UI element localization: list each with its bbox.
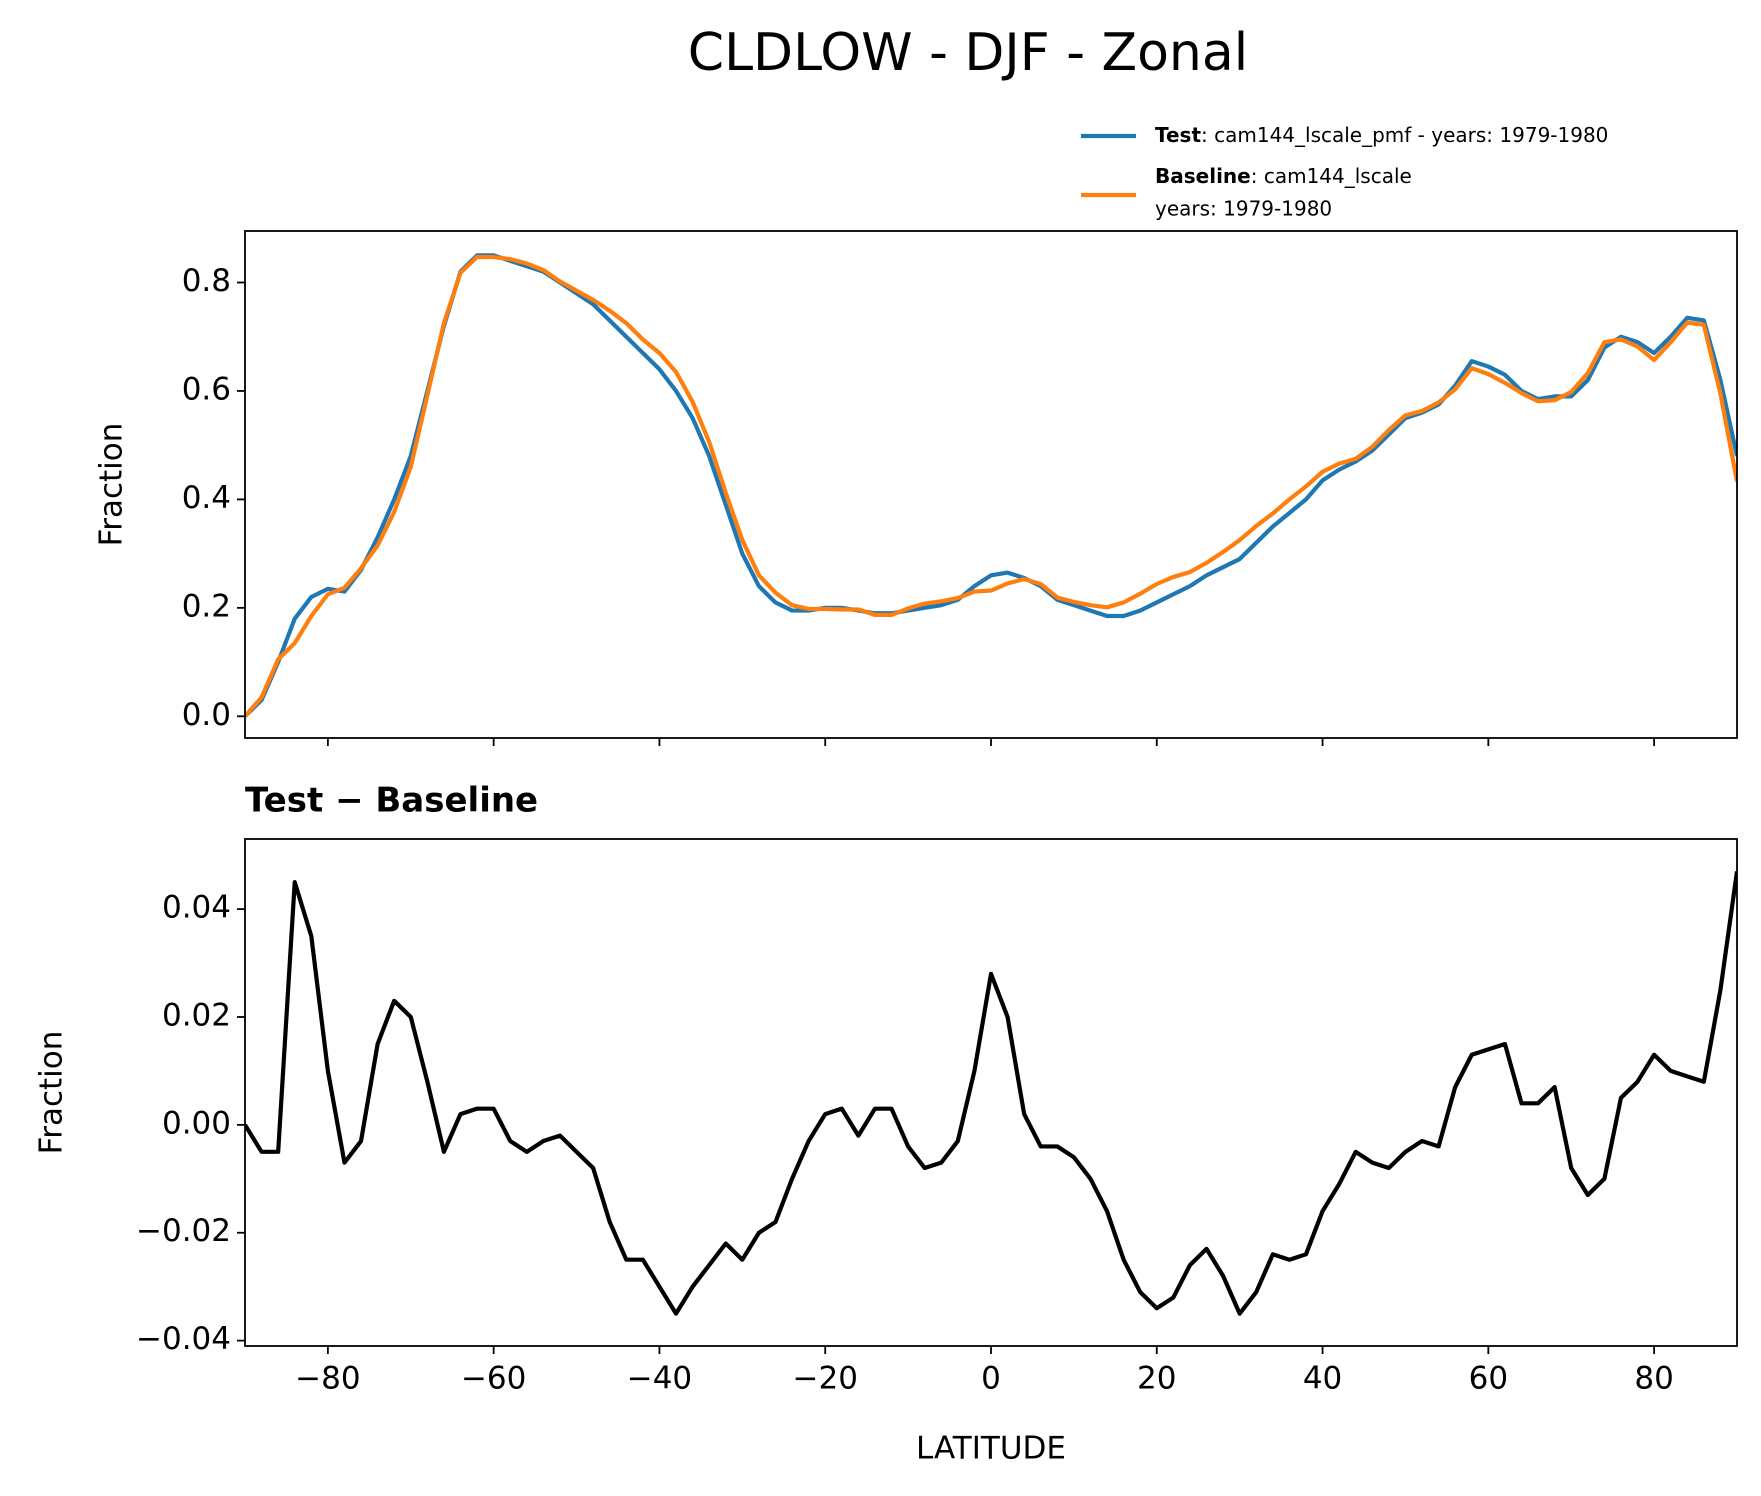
legend-label-line2: years: 1979-1980	[1155, 197, 1332, 221]
y-tick-label: −0.04	[136, 1321, 231, 1357]
x-tick-label: −40	[627, 1361, 692, 1397]
figure-title: CLDLOW - DJF - Zonal	[688, 23, 1248, 83]
axes-frame	[244, 838, 1738, 1347]
legend-entry: Baseline: cam144_lscale	[1155, 164, 1412, 188]
y-tick-label: 0.04	[162, 890, 231, 926]
y-tick-label: 0.0	[182, 697, 231, 733]
y-tick-label: 0.8	[182, 263, 231, 299]
x-tick-label: −80	[295, 1361, 360, 1397]
x-tick-label: 40	[1303, 1361, 1342, 1397]
x-tick-label: 0	[981, 1361, 1001, 1397]
y-tick-label: 0.2	[182, 588, 231, 624]
data-line	[245, 871, 1737, 1316]
x-tick-label: 20	[1137, 1361, 1176, 1397]
x-tick-label: −20	[793, 1361, 858, 1397]
x-tick-label: 60	[1469, 1361, 1508, 1397]
data-line	[245, 253, 1737, 718]
data-line	[245, 254, 1737, 718]
y-axis-label: Fraction	[34, 1031, 70, 1155]
legend-name: Test	[1155, 123, 1201, 147]
y-axis-label: Fraction	[94, 423, 130, 547]
axes-frame	[244, 230, 1738, 739]
y-tick-label: 0.00	[162, 1105, 231, 1141]
y-tick-label: −0.02	[136, 1213, 231, 1249]
x-tick-label: 80	[1634, 1361, 1673, 1397]
x-axis-label: LATITUDE	[916, 1431, 1066, 1467]
legend-name: Baseline	[1155, 164, 1251, 188]
x-tick-label: −60	[461, 1361, 526, 1397]
legend-label: : cam144_lscale_pmf - years: 1979-1980	[1201, 123, 1608, 147]
y-tick-label: 0.4	[182, 480, 231, 516]
legend-label: : cam144_lscale	[1251, 164, 1412, 188]
axes-title: Test − Baseline	[245, 781, 538, 821]
y-tick-label: 0.6	[182, 371, 231, 407]
y-tick-label: 0.02	[162, 997, 231, 1033]
legend-entry: Test: cam144_lscale_pmf - years: 1979-19…	[1155, 123, 1608, 147]
